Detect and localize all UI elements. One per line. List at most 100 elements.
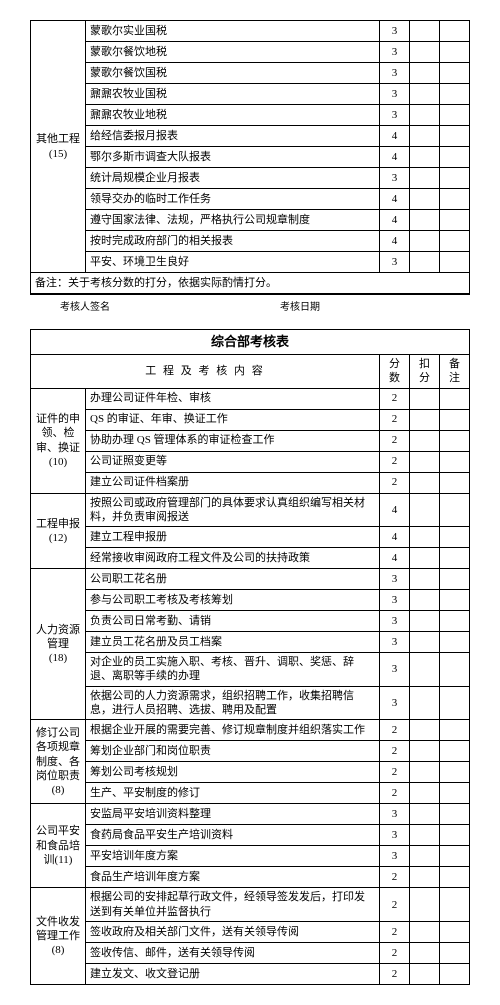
empty-cell	[409, 388, 439, 409]
table-title: 综合部考核表	[31, 330, 470, 355]
empty-cell	[439, 472, 469, 493]
header-remark: 备注	[439, 355, 469, 389]
content-cell: 依据公司的人力资源需求，组织招聘工作，收集招聘信息，进行人员招聘、选拔、聘用及配…	[86, 686, 380, 720]
score-cell: 2	[379, 963, 409, 984]
empty-cell	[409, 846, 439, 867]
empty-cell	[439, 653, 469, 687]
score-cell: 2	[379, 388, 409, 409]
score-cell: 3	[380, 105, 410, 126]
empty-cell	[409, 653, 439, 687]
table-2: 综合部考核表工 程 及 考 核 内 容分数扣分备注证件的申领、检审、换证(10)…	[30, 329, 470, 985]
content-cell: 蒙歌尔餐饮国税	[86, 63, 380, 84]
score-cell: 2	[379, 409, 409, 430]
score-cell: 3	[380, 42, 410, 63]
empty-cell	[409, 762, 439, 783]
empty-cell	[439, 430, 469, 451]
empty-cell	[409, 451, 439, 472]
score-cell: 3	[379, 686, 409, 720]
empty-cell	[440, 21, 470, 42]
score-cell: 2	[379, 720, 409, 741]
score-cell: 3	[379, 653, 409, 687]
empty-cell	[440, 63, 470, 84]
table-1-note: 备注：关于考核分数的打分，依据实际酌情打分。	[30, 273, 470, 294]
score-cell: 4	[380, 126, 410, 147]
empty-cell	[409, 921, 439, 942]
score-cell: 2	[379, 942, 409, 963]
empty-cell	[439, 783, 469, 804]
empty-cell	[439, 804, 469, 825]
content-cell: 建立员工花名册及员工档案	[86, 632, 380, 653]
empty-cell	[440, 210, 470, 231]
empty-cell	[439, 451, 469, 472]
score-cell: 2	[379, 867, 409, 888]
content-cell: 建立工程申报册	[86, 527, 380, 548]
empty-cell	[440, 147, 470, 168]
content-cell: 办理公司证件年检、审核	[86, 388, 380, 409]
score-cell: 3	[380, 168, 410, 189]
empty-cell	[410, 105, 440, 126]
score-cell: 3	[380, 63, 410, 84]
content-cell: 领导交办的临时工作任务	[86, 189, 380, 210]
empty-cell	[410, 168, 440, 189]
empty-cell	[410, 147, 440, 168]
score-cell: 2	[379, 451, 409, 472]
category-cell: 工程申报(12)	[31, 493, 86, 569]
content-cell: 签收政府及相关部门文件，送有关领导传阅	[86, 921, 380, 942]
empty-cell	[410, 252, 440, 273]
content-cell: 蒙歌尔实业国税	[86, 21, 380, 42]
content-cell: 协助办理 QS 管理体系的审证检查工作	[86, 430, 380, 451]
header-content: 工 程 及 考 核 内 容	[31, 355, 380, 389]
empty-cell	[409, 548, 439, 569]
empty-cell	[410, 63, 440, 84]
header-deduct: 扣分	[409, 355, 439, 389]
score-cell: 4	[379, 548, 409, 569]
empty-cell	[409, 686, 439, 720]
note-cell: 备注：关于考核分数的打分，依据实际酌情打分。	[31, 273, 470, 294]
empty-cell	[439, 632, 469, 653]
score-cell: 3	[380, 21, 410, 42]
content-cell: 生产、平安制度的修订	[86, 783, 380, 804]
empty-cell	[439, 921, 469, 942]
empty-cell	[439, 741, 469, 762]
empty-cell	[439, 686, 469, 720]
content-cell: 食品生产培训年度方案	[86, 867, 380, 888]
score-cell: 3	[379, 846, 409, 867]
empty-cell	[440, 168, 470, 189]
empty-cell	[440, 252, 470, 273]
score-cell: 3	[379, 632, 409, 653]
content-cell: 鄂尔多斯市调查大队报表	[86, 147, 380, 168]
empty-cell	[409, 527, 439, 548]
empty-cell	[439, 611, 469, 632]
empty-cell	[410, 21, 440, 42]
score-cell: 3	[379, 825, 409, 846]
signer-label: 考核人签名	[30, 295, 250, 318]
empty-cell	[409, 720, 439, 741]
empty-cell	[410, 42, 440, 63]
score-cell: 4	[380, 210, 410, 231]
empty-cell	[439, 409, 469, 430]
content-cell: 鼐鼐农牧业国税	[86, 84, 380, 105]
score-cell: 2	[379, 783, 409, 804]
empty-cell	[409, 409, 439, 430]
score-cell: 2	[379, 430, 409, 451]
content-cell: 建立公司证件档案册	[86, 472, 380, 493]
empty-cell	[439, 388, 469, 409]
content-cell: 筹划企业部门和岗位职责	[86, 741, 380, 762]
score-cell: 4	[379, 527, 409, 548]
empty-cell	[440, 126, 470, 147]
empty-cell	[409, 472, 439, 493]
score-cell: 2	[379, 472, 409, 493]
empty-cell	[409, 963, 439, 984]
content-cell: 按照公司或政府管理部门的具体要求认真组织编写相关材料，并负责审阅报送	[86, 493, 380, 527]
content-cell: 给经信委报月报表	[86, 126, 380, 147]
date-label: 考核日期	[250, 295, 470, 318]
content-cell: 公司证照变更等	[86, 451, 380, 472]
score-cell: 2	[379, 741, 409, 762]
empty-cell	[439, 963, 469, 984]
empty-cell	[409, 632, 439, 653]
content-cell: 遵守国家法律、法规，严格执行公司规章制度	[86, 210, 380, 231]
empty-cell	[440, 105, 470, 126]
empty-cell	[439, 720, 469, 741]
empty-cell	[409, 430, 439, 451]
empty-cell	[410, 189, 440, 210]
